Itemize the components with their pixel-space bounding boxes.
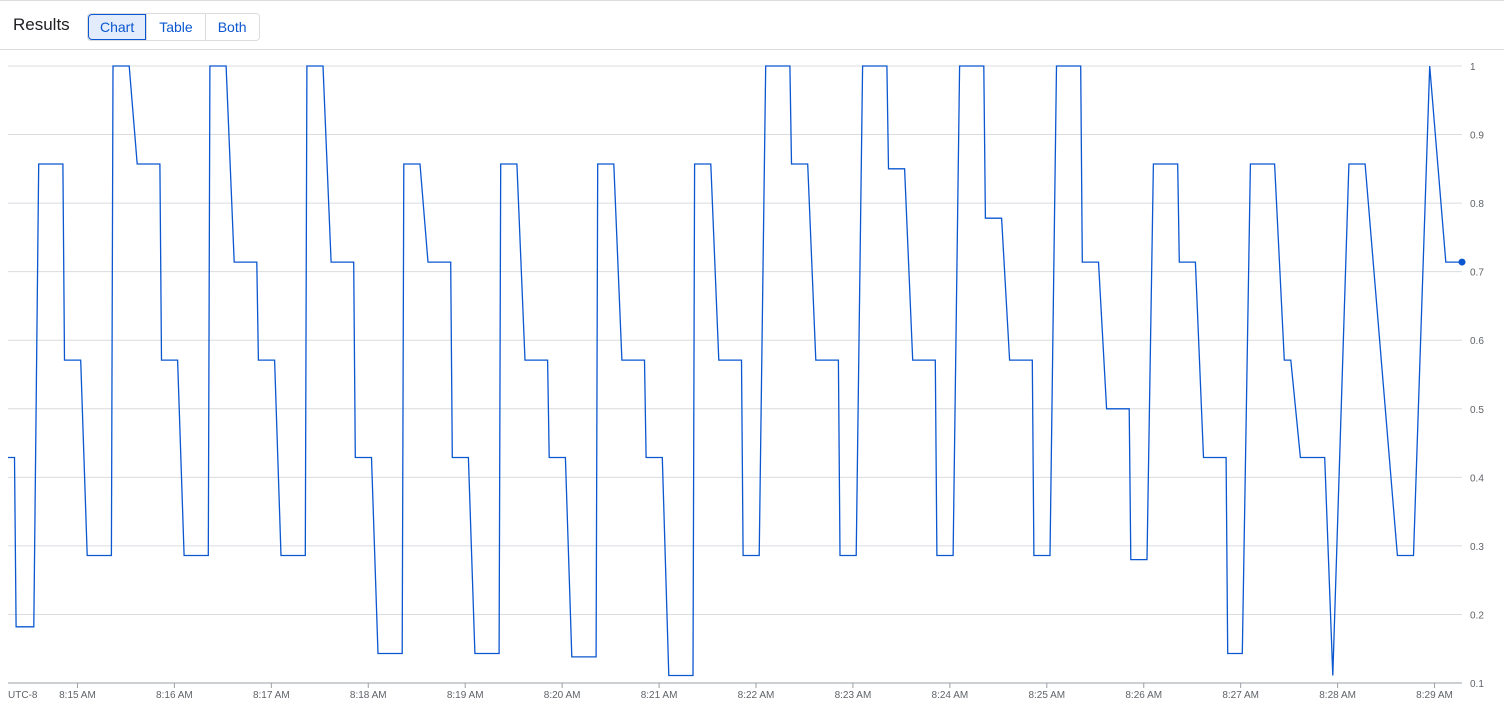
view-toggle: Chart Table Both xyxy=(87,13,260,41)
last-point-marker xyxy=(1458,258,1466,266)
x-tick-label: 8:15 AM xyxy=(59,690,96,701)
x-tick-label: 8:29 AM xyxy=(1416,690,1453,701)
x-tick-label: 8:20 AM xyxy=(544,690,581,701)
top-border xyxy=(0,0,1504,1)
x-tick-label: 8:16 AM xyxy=(156,690,193,701)
y-tick-label: 0.1 xyxy=(1470,679,1484,690)
y-tick-label: 0.5 xyxy=(1470,405,1484,416)
view-chart-button[interactable]: Chart xyxy=(88,14,147,40)
line-chart: 0.1 0.2 0.3 0.4 0.5 0.6 0.7 0.8 0.9 1 8:15 AM 8:16… xyxy=(8,62,1484,701)
x-tick-label: 8:22 AM xyxy=(738,690,775,701)
view-table-button[interactable]: Table xyxy=(146,14,205,40)
y-tick-label: 0.7 xyxy=(1470,268,1484,279)
x-tick-label: 8:17 AM xyxy=(253,690,290,701)
y-tick-label: 0.6 xyxy=(1470,336,1484,347)
x-tick-label: 8:26 AM xyxy=(1125,690,1162,701)
y-tick-label: 0.9 xyxy=(1470,131,1484,142)
x-tick-label: 8:25 AM xyxy=(1028,690,1065,701)
x-tick-label: 8:27 AM xyxy=(1222,690,1259,701)
x-axis-ticks: 8:15 AM 8:16 AM 8:17 AM 8:18 AM 8:19 AM 8:20 … xyxy=(59,683,1453,701)
grid-lines xyxy=(8,65,1462,684)
y-tick-label: 0.2 xyxy=(1470,610,1484,621)
x-tick-label: 8:21 AM xyxy=(641,690,678,701)
view-both-button[interactable]: Both xyxy=(204,14,259,40)
y-tick-label: 1 xyxy=(1470,62,1476,73)
x-tick-label: 8:23 AM xyxy=(835,690,872,701)
series-line xyxy=(8,65,1462,677)
timezone-label: UTC-8 xyxy=(8,690,38,701)
x-tick-label: 8:24 AM xyxy=(932,690,969,701)
x-tick-label: 8:28 AM xyxy=(1319,690,1356,701)
y-tick-label: 0.8 xyxy=(1470,199,1484,210)
y-axis-ticks: 0.1 0.2 0.3 0.4 0.5 0.6 0.7 0.8 0.9 1 xyxy=(1470,62,1484,690)
results-title: Results xyxy=(13,15,70,34)
y-tick-label: 0.4 xyxy=(1470,473,1484,484)
x-tick-label: 8:19 AM xyxy=(447,690,484,701)
y-tick-label: 0.3 xyxy=(1470,542,1484,553)
x-tick-label: 8:18 AM xyxy=(350,690,387,701)
results-header: Results Chart Table Both xyxy=(0,1,1504,50)
